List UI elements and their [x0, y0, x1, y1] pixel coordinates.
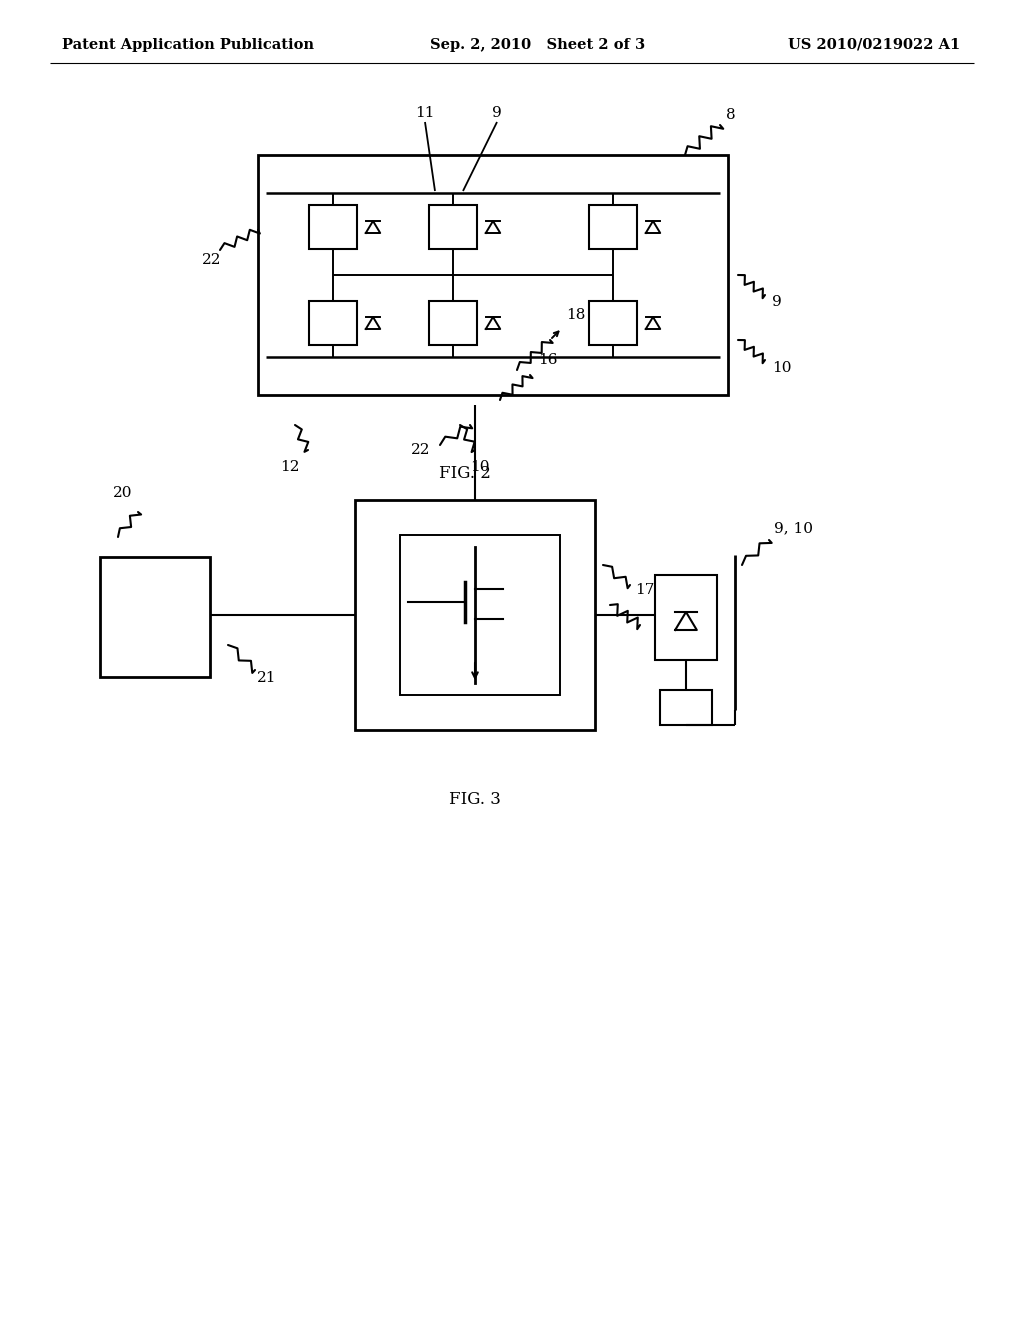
Bar	[589, 205, 637, 249]
Text: FIG. 2: FIG. 2	[439, 465, 490, 482]
Bar	[309, 205, 357, 249]
Text: 20: 20	[114, 486, 133, 500]
Bar	[429, 205, 477, 249]
Text: 12: 12	[281, 459, 300, 474]
Text: 22: 22	[203, 253, 222, 267]
Text: 9: 9	[493, 106, 502, 120]
Text: 8: 8	[726, 108, 735, 121]
Text: 21: 21	[257, 671, 276, 685]
Bar	[400, 535, 560, 696]
Bar	[660, 690, 712, 725]
Text: 17: 17	[635, 583, 654, 597]
Bar	[100, 557, 210, 677]
Text: 18: 18	[566, 308, 586, 322]
Text: 10: 10	[470, 459, 489, 474]
Bar	[429, 301, 477, 345]
Text: FIG. 3: FIG. 3	[450, 792, 501, 808]
Bar	[589, 301, 637, 345]
Text: US 2010/0219022 A1: US 2010/0219022 A1	[787, 38, 961, 51]
Text: 9, 10: 9, 10	[774, 521, 813, 535]
Bar	[655, 576, 717, 660]
Text: 16: 16	[538, 352, 557, 367]
Text: 9: 9	[772, 294, 781, 309]
Text: 22: 22	[411, 444, 430, 457]
Text: Sep. 2, 2010   Sheet 2 of 3: Sep. 2, 2010 Sheet 2 of 3	[430, 38, 645, 51]
Bar	[355, 500, 595, 730]
Bar	[309, 301, 357, 345]
Bar	[258, 154, 728, 395]
Text: 10: 10	[772, 360, 792, 375]
Text: Patent Application Publication: Patent Application Publication	[62, 38, 314, 51]
Text: 11: 11	[416, 106, 435, 120]
